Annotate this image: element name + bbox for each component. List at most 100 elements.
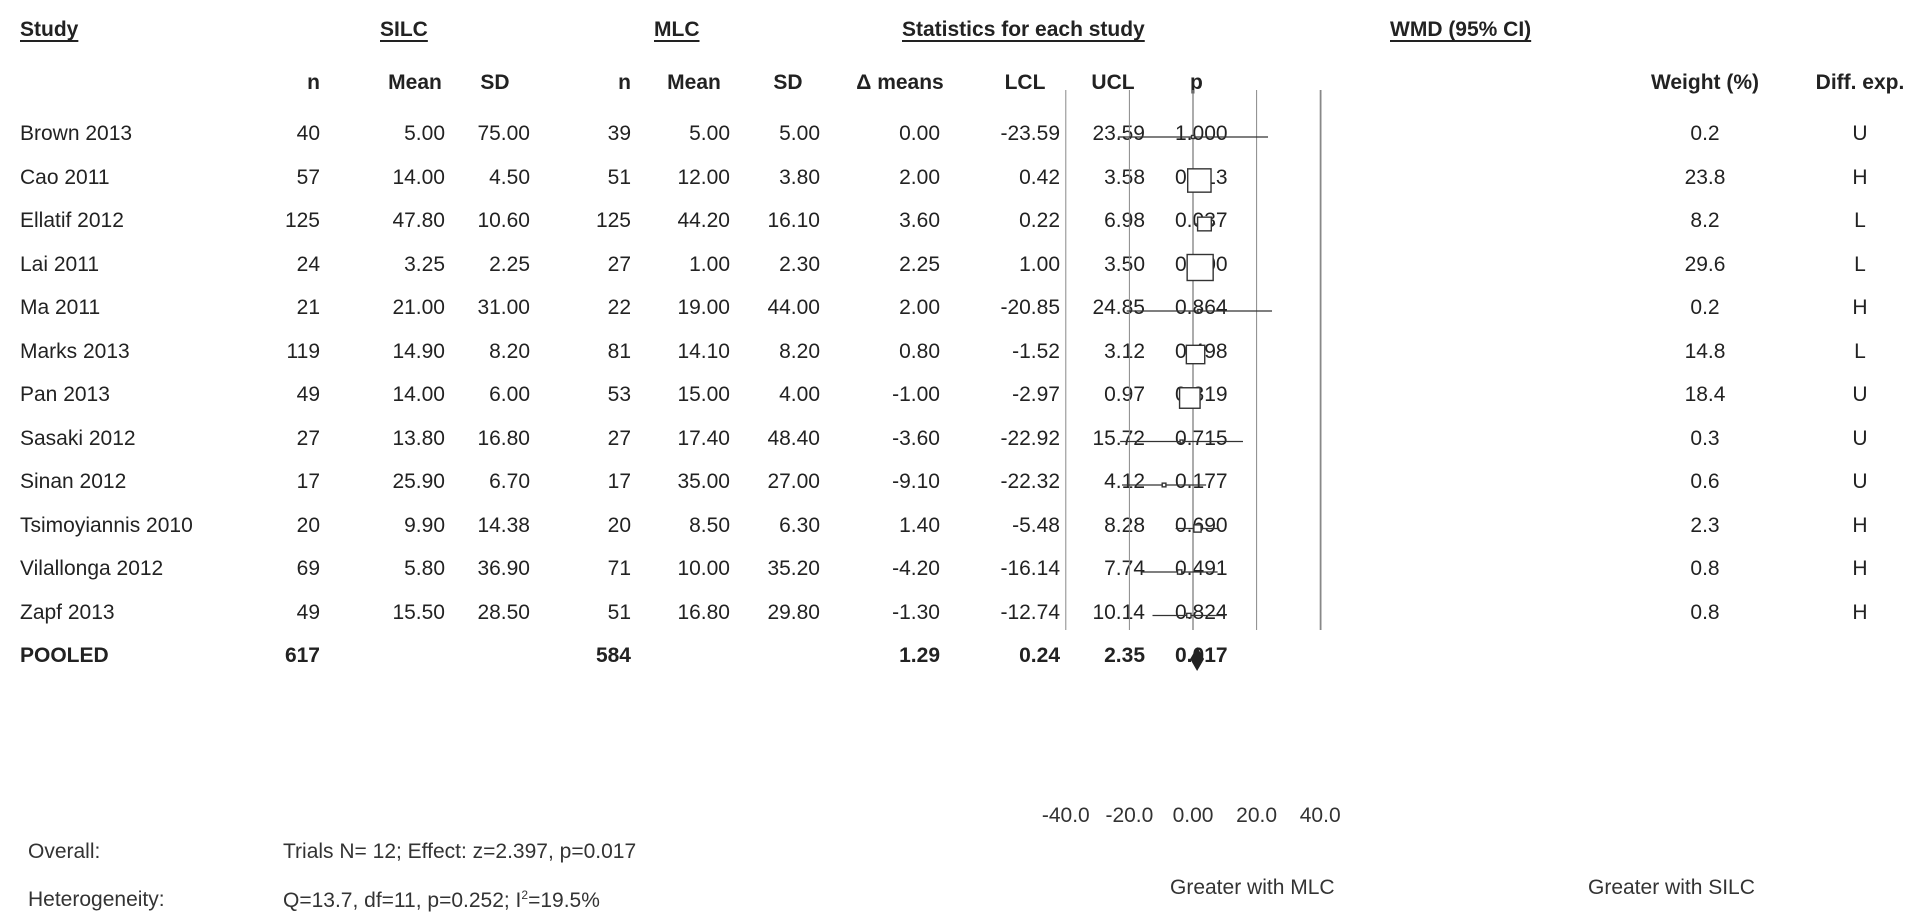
row-sd1: 28.50 [477,600,530,624]
point-estimate-box [1178,387,1201,409]
row-n1: 40 [296,122,320,145]
pooled-n2: 584 [595,644,631,667]
row-study: Marks 2013 [20,339,130,363]
row-p: 0.491 [1175,557,1228,580]
header-stats: Statistics for each study [902,18,1145,41]
header-p: p [1190,71,1203,94]
row-n1: 119 [286,339,320,363]
pooled-study: POOLED [20,644,109,667]
row-sd2: 4.00 [779,383,820,406]
row-dm: -3.60 [892,426,940,450]
row-weight: 2.3 [1690,513,1720,537]
row-sd1: 2.25 [489,252,530,276]
row-lcl: -16.14 [1000,557,1060,580]
axis-label-right: Greater with SILC [1588,876,1755,899]
row-sd1: 16.80 [477,426,530,450]
x-tick-label: 0.00 [1173,804,1214,827]
row-m1: 9.90 [404,513,445,537]
row-lcl: -12.74 [1000,600,1060,624]
row-ucl: 15.72 [1092,426,1145,450]
x-tick-label: -20.0 [1105,804,1153,827]
row-sd1: 10.60 [477,209,530,232]
row-diff: H [1852,296,1868,319]
row-dm: 0.80 [899,339,940,363]
row-n2: 71 [607,557,631,580]
row-dm: 2.00 [899,296,940,319]
row-n2: 51 [607,600,631,624]
row-dm: -4.20 [892,557,940,580]
x-tick-label: 40.0 [1300,804,1341,827]
row-ucl: 10.14 [1092,600,1145,624]
header-ucl: UCL [1091,71,1135,94]
row-lcl: -22.32 [1000,470,1060,493]
row-n1: 17 [296,470,320,493]
pooled-n1: 617 [284,644,320,667]
row-ucl: 3.50 [1104,252,1145,276]
row-diff: U [1852,383,1868,406]
point-estimate-box [1193,524,1202,533]
point-estimate-box [1190,134,1196,140]
row-sd2: 29.80 [767,600,820,624]
point-estimate-box [1186,612,1192,619]
row-lcl: 0.42 [1019,165,1060,189]
row-diff: U [1852,426,1868,450]
row-m2: 35.00 [677,470,730,493]
header-weight: Weight (%) [1650,71,1760,94]
pooled-diamond [1190,647,1205,671]
row-m2: 1.00 [689,252,730,276]
row-p: 1.000 [1175,122,1228,145]
header-mlc-mean: Mean [667,71,721,94]
row-m2: 15.00 [677,383,730,406]
pooled-ucl: 2.35 [1104,644,1145,667]
row-study: Vilallonga 2012 [20,557,164,580]
row-sd2: 27.00 [767,470,820,493]
row-dm: 3.60 [899,209,940,232]
row-diff: H [1852,513,1868,537]
row-m2: 8.50 [689,513,730,537]
row-m1: 15.50 [392,600,445,624]
header-wmd: WMD (95% CI) [1390,18,1532,41]
row-sd1: 36.90 [477,557,530,580]
row-dm: -1.30 [892,600,940,624]
row-sd2: 35.20 [767,557,820,580]
pooled-lcl: 0.24 [1019,644,1060,667]
heterogeneity-label: Heterogeneity: [28,888,165,911]
row-ucl: 0.97 [1104,383,1145,406]
row-n2: 51 [607,165,631,189]
header-diff: Diff. exp. [1815,71,1905,94]
row-diff: L [1854,209,1866,232]
header-silc-mean: Mean [388,71,442,94]
row-weight: 0.8 [1690,557,1720,580]
row-dm: 2.00 [899,165,940,189]
row-lcl: -2.97 [1012,383,1060,406]
row-weight: 0.3 [1690,426,1720,450]
row-lcl: -20.85 [1000,296,1060,319]
row-weight: 14.8 [1684,339,1726,363]
row-ucl: 24.85 [1092,296,1145,319]
row-lcl: -5.48 [1012,513,1060,537]
row-m1: 25.90 [392,470,445,493]
row-weight: 8.2 [1690,209,1720,232]
row-lcl: 0.22 [1019,209,1060,232]
row-diff: H [1852,165,1868,189]
header-silc-sd: SD [480,71,510,94]
row-n2: 39 [607,122,631,145]
heterogeneity-value: Q=13.7, df=11, p=0.252; I2=19.5% [283,888,600,912]
row-weight: 18.4 [1684,383,1726,406]
row-ucl: 3.58 [1104,165,1145,189]
row-m1: 14.90 [392,339,445,363]
row-dm: 1.40 [899,513,940,537]
point-estimate-box [1196,216,1212,232]
row-n2: 20 [607,513,631,537]
row-ucl: 8.28 [1104,513,1145,537]
row-sd1: 75.00 [477,122,530,145]
row-weight: 0.6 [1690,470,1720,493]
x-tick-label: -40.0 [1042,804,1090,827]
row-sd2: 6.30 [779,513,820,537]
row-sd2: 8.20 [779,339,820,363]
row-lcl: -22.92 [1000,426,1060,450]
row-weight: 29.6 [1684,252,1726,276]
row-m2: 10.00 [677,557,730,580]
row-n1: 27 [296,426,320,450]
row-sd1: 14.38 [477,513,530,537]
